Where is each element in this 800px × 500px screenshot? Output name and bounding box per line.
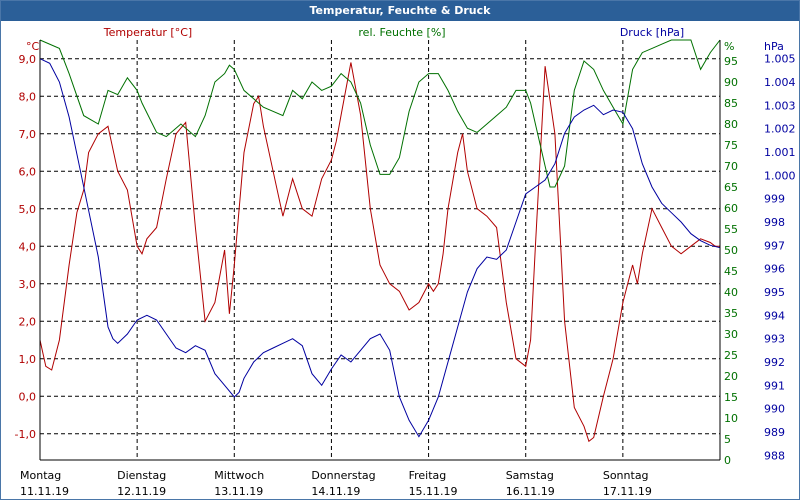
pressure-tick-label: 1.000 [764, 169, 796, 182]
humidity-tick-label: 15 [724, 391, 738, 404]
pressure-tick-label: 995 [764, 286, 785, 299]
pressure-tick-label: 1.001 [764, 146, 796, 159]
humidity-tick-label: 35 [724, 307, 738, 320]
humidity-tick-label: 20 [724, 370, 738, 383]
temp-tick-label: -1,0 [15, 428, 36, 441]
pressure-tick-label: 994 [764, 309, 785, 322]
temp-tick-label: 3,0 [19, 278, 37, 291]
humidity-unit: % [724, 40, 734, 53]
day-name-label: Freitag [409, 469, 447, 482]
pressure-tick-label: 988 [764, 449, 785, 462]
humidity-tick-label: 40 [724, 286, 738, 299]
day-name-label: Mittwoch [214, 469, 264, 482]
day-name-label: Dienstag [117, 469, 166, 482]
temp-tick-label: 2,0 [19, 315, 37, 328]
pressure-tick-label: 1.005 [764, 53, 796, 66]
temp-tick-label: 0,0 [19, 390, 37, 403]
pressure-axis-label: Druck [hPa] [620, 26, 684, 39]
pressure-tick-label: 990 [764, 403, 785, 416]
day-name-label: Samstag [506, 469, 554, 482]
humidity-tick-label: 65 [724, 181, 738, 194]
humidity-tick-label: 95 [724, 55, 738, 68]
temp-tick-label: 1,0 [19, 353, 37, 366]
temp-unit: °C [26, 40, 40, 53]
humidity-tick-label: 30 [724, 328, 738, 341]
day-date-label: 12.11.19 [117, 485, 166, 498]
plot-frame [39, 40, 721, 461]
humidity-tick-label: 75 [724, 139, 738, 152]
humidity-tick-label: 5 [724, 433, 731, 446]
day-labels: Montag 11.11.19 Dienstag 12.11.19 Mittwoch 13… [20, 469, 652, 498]
humidity-axis-label: rel. Feuchte [%] [358, 26, 445, 39]
day-date-label: 11.11.19 [20, 485, 69, 498]
pressure-tick-label: 993 [764, 333, 785, 346]
day-date-label: 13.11.19 [214, 485, 263, 498]
day-name-label: Donnerstag [311, 469, 375, 482]
humidity-tick-labels: 0 5 10 15 20 25 30 35 40 45 50 55 60 65 70 75 80 85 90 95 [724, 55, 738, 467]
day-name-label: Montag [20, 469, 61, 482]
pressure-tick-label: 1.003 [764, 99, 796, 112]
humidity-tick-label: 25 [724, 349, 738, 362]
temp-tick-label: 5,0 [19, 203, 37, 216]
humidity-tick-label: 45 [724, 265, 738, 278]
day-date-label: 17.11.19 [603, 485, 652, 498]
pressure-tick-label: 996 [764, 263, 785, 276]
pressure-tick-labels: 988 989 990 991 992 993 994 995 996 997 998 999 1.00… [764, 53, 796, 463]
humidity-tick-label: 10 [724, 412, 738, 425]
humidity-tick-label: 80 [724, 118, 738, 131]
pressure-tick-label: 999 [764, 193, 785, 206]
series-line-temp [39, 62, 720, 443]
series-line-press [39, 58, 721, 438]
humidity-tick-label: 0 [724, 454, 731, 467]
pressure-tick-label: 989 [764, 426, 785, 439]
humidity-tick-label: 85 [724, 97, 738, 110]
series-line-hum [39, 39, 721, 188]
humidity-tick-label: 55 [724, 223, 738, 236]
pressure-tick-label: 991 [764, 379, 785, 392]
temp-axis-label: Temperatur [°C] [103, 26, 192, 39]
day-date-label: 16.11.19 [506, 485, 555, 498]
temp-tick-labels: -1,0 0,0 1,0 2,0 3,0 4,0 5,0 6,0 7,0 8,0 9,0 [15, 53, 36, 441]
chart-title: Temperatur, Feuchte & Druck [1, 1, 799, 21]
series-lines [39, 39, 721, 443]
day-name-label: Sonntag [603, 469, 649, 482]
temp-tick-label: 6,0 [19, 165, 37, 178]
pressure-unit: hPa [764, 40, 784, 53]
temp-tick-label: 8,0 [19, 90, 37, 103]
temp-tick-label: 4,0 [19, 240, 37, 253]
pressure-tick-label: 1.002 [764, 123, 796, 136]
pressure-tick-label: 992 [764, 356, 785, 369]
humidity-tick-label: 60 [724, 202, 738, 215]
day-date-label: 14.11.19 [311, 485, 360, 498]
pressure-tick-label: 997 [764, 239, 785, 252]
day-date-label: 15.11.19 [409, 485, 458, 498]
temp-tick-label: 7,0 [19, 128, 37, 141]
pressure-tick-label: 998 [764, 216, 785, 229]
humidity-tick-label: 50 [724, 244, 738, 257]
grid-lines [40, 40, 720, 460]
humidity-tick-label: 70 [724, 160, 738, 173]
temp-tick-label: 9,0 [19, 53, 37, 66]
pressure-tick-label: 1.004 [764, 76, 796, 89]
humidity-tick-label: 90 [724, 76, 738, 89]
